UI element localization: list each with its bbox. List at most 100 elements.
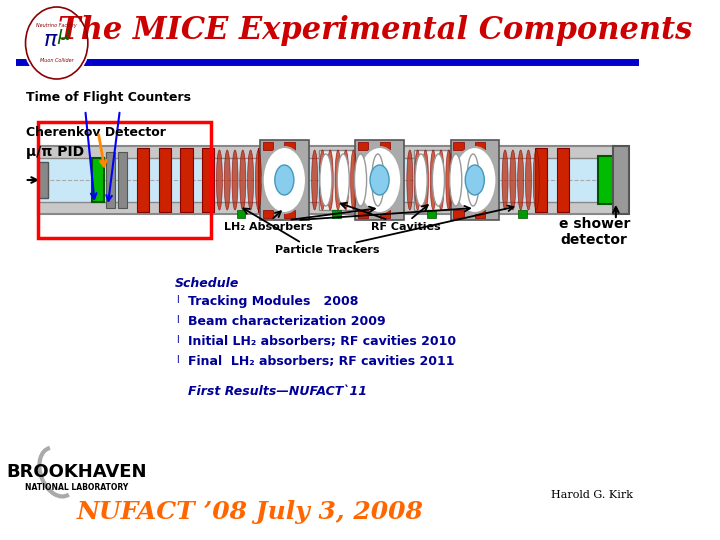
Ellipse shape <box>423 150 428 210</box>
Ellipse shape <box>510 150 516 210</box>
Bar <box>518 210 527 218</box>
Bar <box>138 148 149 212</box>
Ellipse shape <box>372 154 384 206</box>
Circle shape <box>24 5 89 81</box>
Bar <box>37 146 616 214</box>
Ellipse shape <box>240 150 246 210</box>
Ellipse shape <box>467 154 479 206</box>
Text: Cherenkov Detector: Cherenkov Detector <box>27 125 166 138</box>
Text: Muon Collider: Muon Collider <box>40 57 73 63</box>
Bar <box>284 142 294 150</box>
Bar <box>284 210 294 218</box>
Text: First Results—NUFACT`11: First Results—NUFACT`11 <box>188 385 367 398</box>
Bar <box>598 156 613 204</box>
Text: Schedule: Schedule <box>174 277 239 290</box>
Ellipse shape <box>312 150 318 210</box>
Ellipse shape <box>343 150 348 210</box>
Text: LH₂ Absorbers: LH₂ Absorbers <box>225 222 313 232</box>
Text: RF Cavities: RF Cavities <box>371 222 441 232</box>
Ellipse shape <box>415 150 420 210</box>
Ellipse shape <box>337 154 349 206</box>
Ellipse shape <box>415 154 427 206</box>
Ellipse shape <box>224 150 230 210</box>
Ellipse shape <box>518 150 523 210</box>
Text: Particle Trackers: Particle Trackers <box>275 245 380 255</box>
Bar <box>414 150 449 210</box>
Ellipse shape <box>351 150 356 210</box>
Ellipse shape <box>370 165 389 195</box>
Text: Final  LH₂ absorbers; RF cavities 2011: Final LH₂ absorbers; RF cavities 2011 <box>188 355 455 368</box>
Bar <box>258 148 271 212</box>
Bar <box>536 148 547 212</box>
Ellipse shape <box>256 150 261 210</box>
Ellipse shape <box>358 147 401 213</box>
Bar <box>358 142 369 150</box>
Bar <box>474 142 485 150</box>
Bar <box>37 162 48 198</box>
Text: $\pi$: $\pi$ <box>42 29 58 51</box>
Bar <box>319 150 354 210</box>
Text: Time of Flight Counters: Time of Flight Counters <box>27 91 192 105</box>
Bar <box>106 152 114 208</box>
Ellipse shape <box>407 150 413 210</box>
Bar <box>202 148 215 212</box>
Text: NATIONAL LABORATORY: NATIONAL LABORATORY <box>25 483 128 491</box>
Ellipse shape <box>453 147 496 213</box>
Ellipse shape <box>248 150 253 210</box>
Bar <box>280 148 292 212</box>
Text: BROOKHAVEN: BROOKHAVEN <box>6 463 147 481</box>
Bar <box>453 148 465 212</box>
Bar <box>474 148 487 212</box>
Text: l: l <box>176 315 179 325</box>
Bar <box>379 148 392 212</box>
Text: μ/π PID: μ/π PID <box>27 145 84 159</box>
Bar <box>474 210 485 218</box>
Text: l: l <box>176 295 179 305</box>
Bar <box>557 148 569 212</box>
Bar <box>159 148 171 212</box>
Ellipse shape <box>438 150 444 210</box>
Bar <box>237 210 246 218</box>
Bar <box>379 142 390 150</box>
Ellipse shape <box>354 154 366 206</box>
Bar <box>358 148 370 212</box>
Text: Beam characterization 2009: Beam characterization 2009 <box>188 315 386 328</box>
Text: l: l <box>176 335 179 345</box>
Ellipse shape <box>526 150 531 210</box>
Bar <box>358 210 369 218</box>
Ellipse shape <box>502 150 508 210</box>
Bar <box>613 146 629 214</box>
Ellipse shape <box>275 165 294 195</box>
Text: e shower
detector: e shower detector <box>559 217 630 247</box>
Bar <box>92 158 104 202</box>
Bar <box>379 210 390 218</box>
Bar <box>118 152 127 208</box>
Bar <box>427 210 436 218</box>
Bar <box>260 140 309 220</box>
Ellipse shape <box>217 150 222 210</box>
Text: The MICE Experimental Components: The MICE Experimental Components <box>58 15 693 45</box>
Bar <box>37 158 616 202</box>
Bar <box>263 142 273 150</box>
Ellipse shape <box>450 154 462 206</box>
Bar <box>356 140 404 220</box>
Bar <box>332 210 341 218</box>
Text: Harold G. Kirk: Harold G. Kirk <box>551 490 633 500</box>
Ellipse shape <box>320 154 332 206</box>
Ellipse shape <box>232 150 238 210</box>
Bar <box>263 210 273 218</box>
Ellipse shape <box>534 150 539 210</box>
Text: Neutrino Factory: Neutrino Factory <box>36 23 77 28</box>
Ellipse shape <box>433 154 444 206</box>
Text: $\mu$: $\mu$ <box>57 28 71 46</box>
Ellipse shape <box>465 165 485 195</box>
Ellipse shape <box>327 150 333 210</box>
Ellipse shape <box>320 150 325 210</box>
Text: NUFACT ’08 July 3, 2008: NUFACT ’08 July 3, 2008 <box>76 500 423 524</box>
Bar <box>453 210 464 218</box>
Ellipse shape <box>446 150 452 210</box>
Text: Initial LH₂ absorbers; RF cavities 2010: Initial LH₂ absorbers; RF cavities 2010 <box>188 335 456 348</box>
Bar <box>181 148 192 212</box>
Bar <box>453 142 464 150</box>
Text: l: l <box>176 355 179 365</box>
